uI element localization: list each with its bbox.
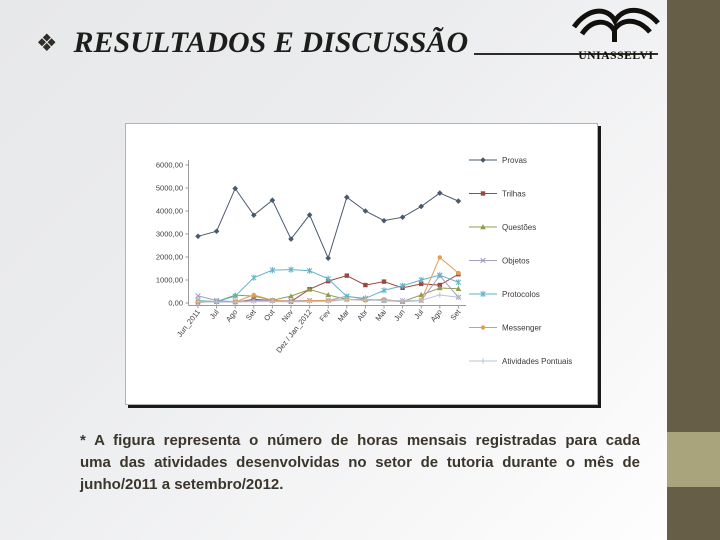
right-sidebar (667, 0, 720, 540)
svg-text:6000,00: 6000,00 (156, 161, 183, 170)
svg-text:Jul: Jul (412, 307, 425, 320)
caption-line: uma das atividades desenvolvidas no seto… (80, 454, 640, 471)
svg-text:Fev: Fev (317, 308, 332, 324)
caption-line: junho/2011 a setembro/2012. (80, 476, 284, 493)
svg-text:Mar: Mar (336, 307, 351, 323)
svg-text:Jun: Jun (392, 308, 407, 323)
svg-text:1000,00: 1000,00 (156, 276, 183, 285)
svg-text:Abr: Abr (355, 307, 370, 322)
caption-line: * A figura representa o número de horas … (80, 432, 640, 449)
svg-text:Provas: Provas (502, 156, 527, 165)
diamond-bullet-icon: ❖ (36, 29, 58, 57)
svg-text:Protocolos: Protocolos (502, 290, 540, 299)
svg-text:Set: Set (244, 307, 259, 322)
svg-text:Out: Out (262, 307, 277, 323)
chart-image: 0,00 1000,00 2000,00 3000,00 4000,00 5000,00 6… (125, 123, 598, 405)
svg-text:2000,00: 2000,00 (156, 253, 183, 262)
slide-title-row: ❖ RESULTADOS E DISCUSSÃO (36, 26, 658, 61)
uniasselvi-logo-icon (571, 7, 660, 42)
title-underline (474, 52, 658, 55)
svg-text:Dez / Jan_2012: Dez / Jan_2012 (274, 308, 313, 355)
uniasselvi-logo: UNIASSELVI (571, 5, 661, 62)
logo-text: UNIASSELVI (578, 50, 654, 62)
svg-text:Messenger: Messenger (502, 323, 542, 332)
svg-text:Set: Set (448, 307, 463, 322)
svg-text:Jun_2011: Jun_2011 (175, 308, 202, 339)
svg-text:Ago: Ago (429, 308, 444, 324)
activity-hours-line-chart: 0,00 1000,00 2000,00 3000,00 4000,00 5000,00 6… (156, 156, 572, 366)
page-title: RESULTADOS E DISCUSSÃO (73, 26, 469, 59)
svg-text:0,00: 0,00 (168, 299, 183, 308)
svg-text:4000,00: 4000,00 (156, 207, 183, 216)
figure-caption: * A figura representa o número de horas … (80, 430, 640, 496)
svg-text:Ago: Ago (224, 308, 239, 324)
svg-text:Questões: Questões (502, 223, 536, 232)
svg-text:Atividades Pontuais: Atividades Pontuais (502, 357, 572, 366)
svg-text:Objetos: Objetos (502, 256, 530, 265)
svg-text:Mai: Mai (374, 307, 389, 322)
svg-text:3000,00: 3000,00 (156, 230, 183, 239)
svg-text:5000,00: 5000,00 (156, 184, 183, 193)
svg-text:Trilhas: Trilhas (502, 189, 526, 198)
svg-text:Nov: Nov (280, 307, 295, 323)
sidebar-accent-band (667, 432, 720, 487)
svg-text:Jul: Jul (208, 307, 221, 320)
